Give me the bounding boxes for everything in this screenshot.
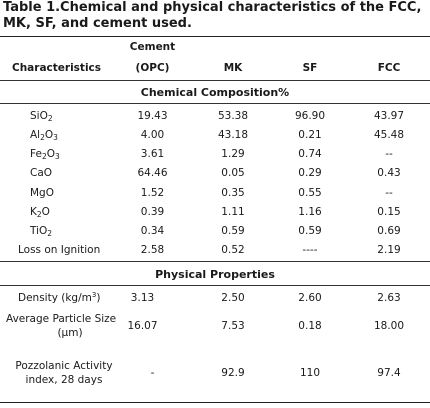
cell-mk: 0.52 <box>221 244 245 256</box>
cell-opc: 3.13 <box>130 292 155 304</box>
cell-opc: 1.52 <box>140 187 165 199</box>
header-opc: (OPC) <box>135 62 170 74</box>
cell-opc: 0.34 <box>140 225 165 237</box>
cell-fcc: 45.48 <box>373 129 405 141</box>
cell-opc: 64.46 <box>137 167 168 179</box>
physical-rule <box>0 285 430 286</box>
row-label-pozzolanic-days: index, 28 days <box>25 374 103 386</box>
cell-sf: 110 <box>299 367 321 379</box>
row-label-cao: CaO <box>30 167 53 179</box>
header-sf: SF <box>302 62 318 74</box>
cell-fcc: 2.63 <box>377 292 401 304</box>
cell-fcc: 0.15 <box>377 206 401 218</box>
chemical-rule <box>0 103 430 104</box>
row-label-particle-size-unit: (µm) <box>57 327 83 339</box>
section-chemical-title: Chemical Composition% <box>140 86 290 99</box>
cell-opc: 4.00 <box>140 129 165 141</box>
row-label-al2o3: Al2O3 <box>30 129 58 142</box>
header-characteristics: Characteristics <box>12 62 102 74</box>
cell-mk: 0.05 <box>221 167 245 179</box>
cell-sf: 0.21 <box>298 129 322 141</box>
row-label-tio2: TiO2 <box>30 225 53 238</box>
cell-opc: - <box>150 367 155 379</box>
cell-fcc: 43.97 <box>373 110 405 122</box>
cell-sf: 96.90 <box>294 110 326 122</box>
row-label-k2o: K2O <box>30 206 50 219</box>
cell-sf: 2.60 <box>298 292 322 304</box>
cell-mk: 1.29 <box>221 148 245 160</box>
cell-mk: 1.11 <box>221 206 245 218</box>
cell-opc: 19.43 <box>137 110 168 122</box>
section-physical-title: Physical Properties <box>155 268 275 281</box>
table-caption: Table 1.Chemical and physical characteri… <box>3 0 422 31</box>
row-label-pozzolanic: Pozzolanic Activity <box>15 360 113 372</box>
cell-fcc: 2.19 <box>377 244 401 256</box>
cell-opc: 0.39 <box>140 206 165 218</box>
cell-mk: 43.18 <box>217 129 249 141</box>
row-label-loss-on-ignition: Loss on Ignition <box>18 244 101 256</box>
top-rule <box>0 36 430 37</box>
cell-sf: 0.29 <box>298 167 322 179</box>
cell-opc: 3.61 <box>140 148 165 160</box>
cell-fcc: 0.69 <box>377 225 401 237</box>
cell-mk: 92.9 <box>221 367 245 379</box>
cell-fcc: -- <box>385 187 393 199</box>
row-label-mgo: MgO <box>30 187 54 199</box>
cell-sf: 0.18 <box>298 320 322 332</box>
cell-mk: 2.50 <box>221 292 245 304</box>
cell-sf: 0.74 <box>298 148 322 160</box>
header-rule <box>0 80 430 81</box>
cell-fcc: -- <box>385 148 393 160</box>
cell-sf: 1.16 <box>298 206 322 218</box>
cell-opc: 16.07 <box>127 320 158 332</box>
physical-top-rule <box>0 261 430 262</box>
row-label-sio2: SiO2 <box>30 110 53 123</box>
cell-mk: 0.59 <box>221 225 245 237</box>
cell-sf: 0.59 <box>298 225 322 237</box>
cell-mk: 53.38 <box>217 110 249 122</box>
cell-opc: 2.58 <box>140 244 165 256</box>
cell-fcc: 18.00 <box>373 320 405 332</box>
cell-sf: 0.55 <box>298 187 322 199</box>
header-mk: MK <box>223 62 243 74</box>
header-cement: Cement <box>129 41 176 53</box>
cell-fcc: 0.43 <box>377 167 401 179</box>
cell-fcc: 97.4 <box>377 367 401 379</box>
bottom-rule <box>0 402 430 403</box>
row-label-density: Density (kg/m3) <box>18 291 101 305</box>
cell-mk: 7.53 <box>221 320 245 332</box>
header-fcc: FCC <box>377 62 401 74</box>
row-label-particle-size: Average Particle Size <box>6 313 117 325</box>
cell-sf: ---- <box>302 244 318 256</box>
row-label-fe2o3: Fe2O3 <box>30 148 60 161</box>
cell-mk: 0.35 <box>221 187 245 199</box>
